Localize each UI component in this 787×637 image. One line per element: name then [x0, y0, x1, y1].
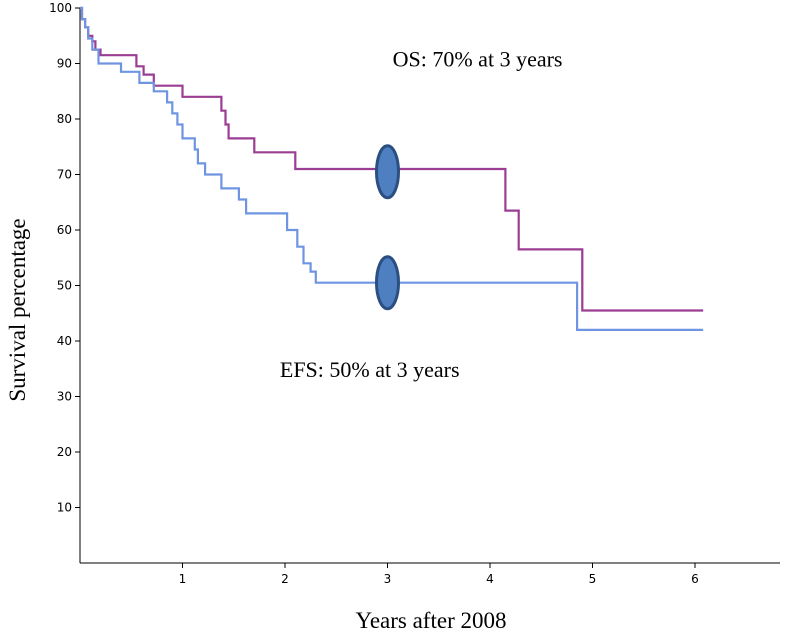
x-tick-label: 6: [691, 572, 699, 586]
y-tick-label: 40: [57, 334, 72, 348]
y-tick-label: 70: [57, 168, 72, 182]
y-tick-label: 30: [57, 390, 72, 404]
y-tick-label: 90: [57, 57, 72, 71]
y-tick-label: 80: [57, 112, 72, 126]
annotation-os: OS: 70% at 3 years: [393, 46, 563, 71]
y-axis-label: Survival percentage: [5, 218, 30, 401]
x-axis-label: Years after 2008: [356, 608, 507, 633]
marker-layer: [375, 144, 400, 311]
x-tick-label: 5: [589, 572, 597, 586]
marker-point-1: [375, 255, 400, 311]
x-ticks: 1 2 3 4 5 6: [179, 563, 699, 586]
annotation-efs: EFS: 50% at 3 years: [280, 357, 460, 382]
y-tick-label: 10: [57, 501, 72, 515]
y-tick-label: 50: [57, 279, 72, 293]
series-line-os: [80, 6, 704, 312]
y-tick-label: 60: [57, 223, 72, 237]
y-tick-label: 100: [49, 1, 72, 15]
x-tick-label: 2: [281, 572, 289, 586]
series-layer: [80, 6, 704, 331]
series-line-efs: [80, 6, 704, 331]
x-tick-label: 1: [179, 572, 187, 586]
x-tick-label: 3: [384, 572, 392, 586]
annotation-layer: OS: 70% at 3 years EFS: 50% at 3 years: [280, 46, 563, 382]
marker-point-0: [375, 144, 400, 200]
y-ticks: 10 20 30 40 50 60 70 80 90 100: [49, 1, 80, 515]
x-tick-label: 4: [486, 572, 494, 586]
y-tick-label: 20: [57, 445, 72, 459]
axes: [79, 8, 780, 564]
